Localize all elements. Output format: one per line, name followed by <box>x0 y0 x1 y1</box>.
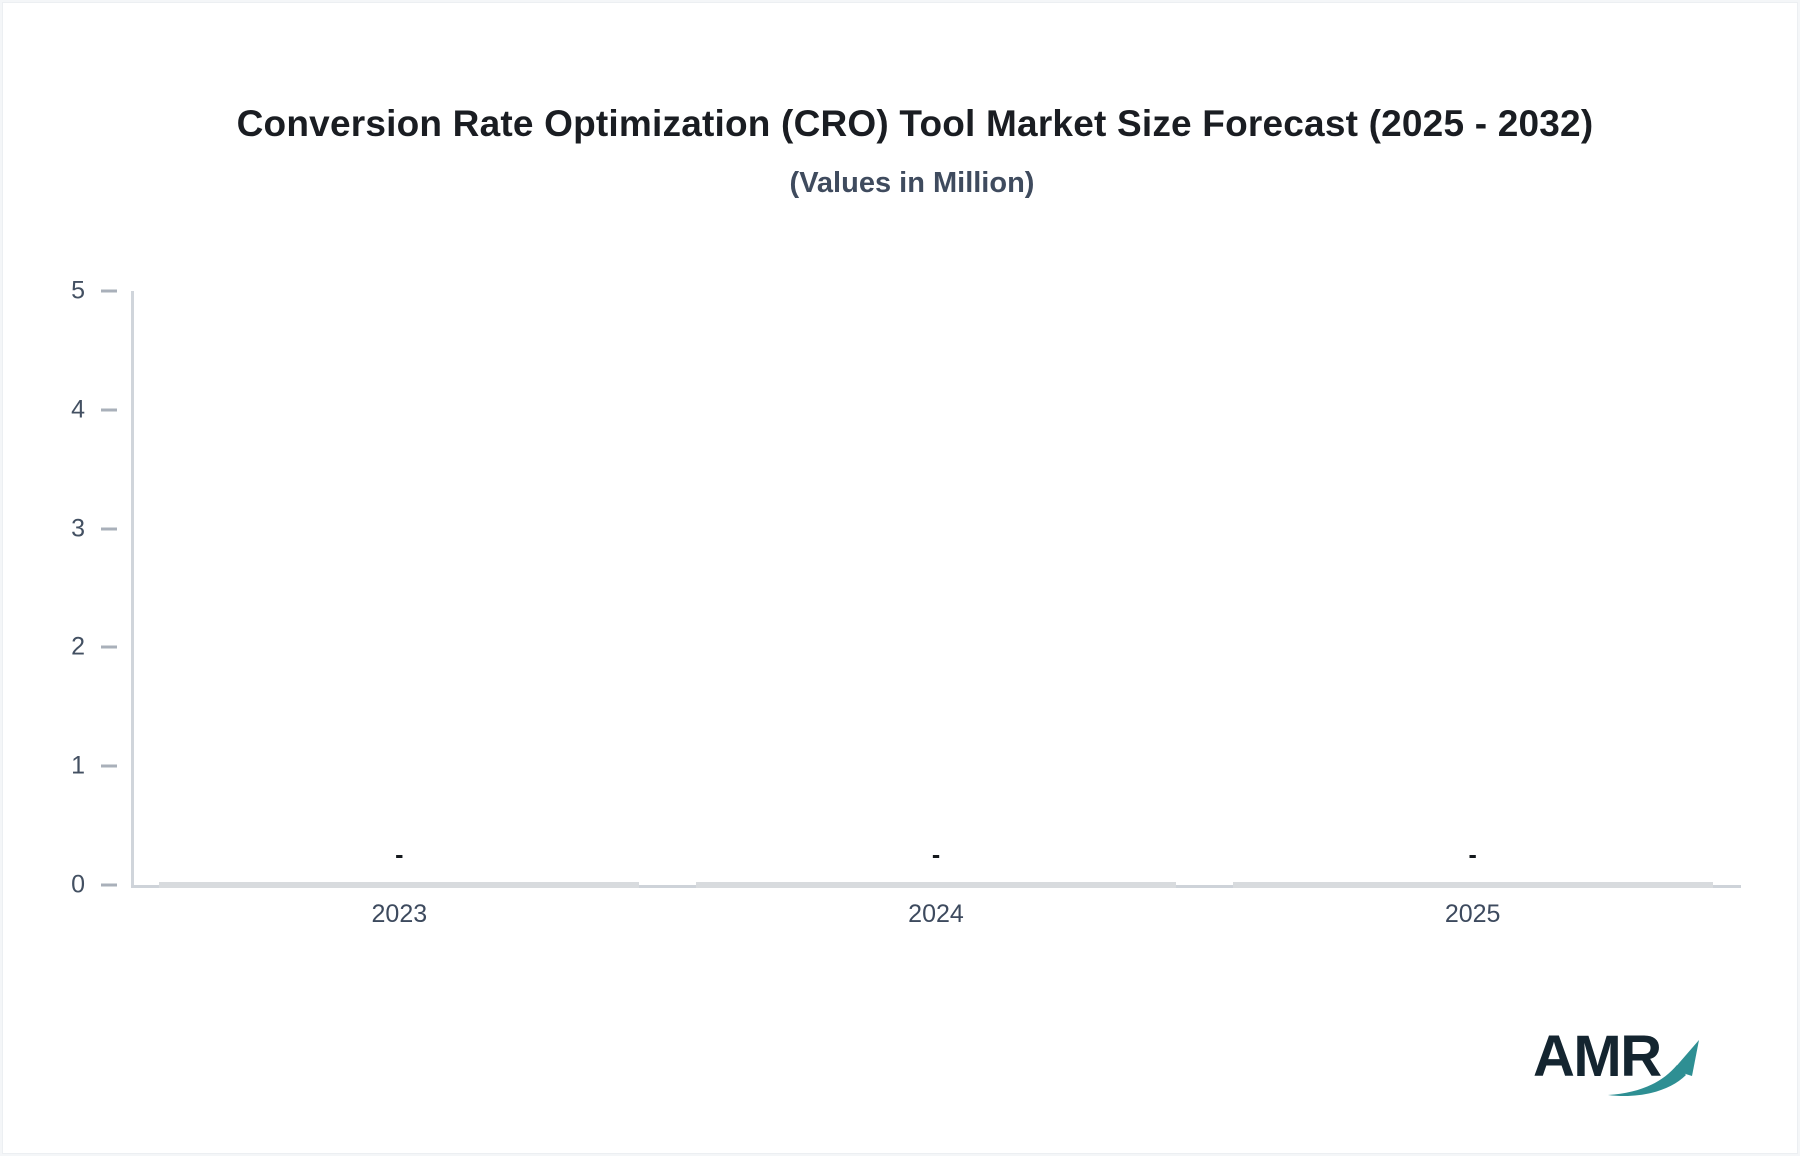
y-tick-row: 3 <box>39 514 131 543</box>
tick-mark <box>101 408 117 412</box>
y-tick-label: 3 <box>71 514 85 543</box>
null-value-label: - <box>931 841 941 869</box>
y-tick-row: 5 <box>39 277 131 306</box>
tick-mark <box>101 527 117 531</box>
logo-text: AMR <box>1533 1024 1662 1089</box>
y-tick-row: 1 <box>39 752 131 781</box>
tick-mark <box>101 289 117 293</box>
null-value-label: - <box>395 841 404 869</box>
x-axis-label: 2025 <box>1444 900 1501 928</box>
y-tick-label: 0 <box>71 870 85 899</box>
y-tick-label: 2 <box>71 632 85 661</box>
null-value-label: - <box>1468 841 1477 869</box>
y-axis-line <box>131 291 134 888</box>
tick-mark <box>101 764 117 768</box>
zero-bar <box>159 882 640 888</box>
y-tick-label: 4 <box>71 395 85 424</box>
chart-title: Conversion Rate Optimization (CRO) Tool … <box>236 103 1594 144</box>
chart-subtitle: (Values in Million) <box>789 167 1035 199</box>
y-tick-row: 4 <box>39 395 131 424</box>
category-band: - 2024 <box>668 291 1205 928</box>
x-axis-label: 2023 <box>371 900 428 928</box>
brand-logo: AMR <box>1533 1028 1713 1108</box>
y-tick-label: 1 <box>71 751 85 780</box>
growth-arrow-icon <box>1608 1040 1699 1097</box>
tick-mark <box>101 645 117 649</box>
zero-bar <box>695 882 1176 888</box>
y-tick-label: 5 <box>71 276 85 305</box>
y-tick-row: 0 <box>39 871 131 900</box>
y-tick-row: 2 <box>39 633 131 662</box>
tick-mark <box>101 883 117 887</box>
category-band: - 2023 <box>131 291 668 928</box>
category-band: - 2025 <box>1204 291 1741 928</box>
x-axis-label: 2024 <box>908 900 964 928</box>
zero-bar <box>1232 882 1713 888</box>
plot-area: 5 4 3 2 1 0 - 2023 - <box>71 277 1741 928</box>
